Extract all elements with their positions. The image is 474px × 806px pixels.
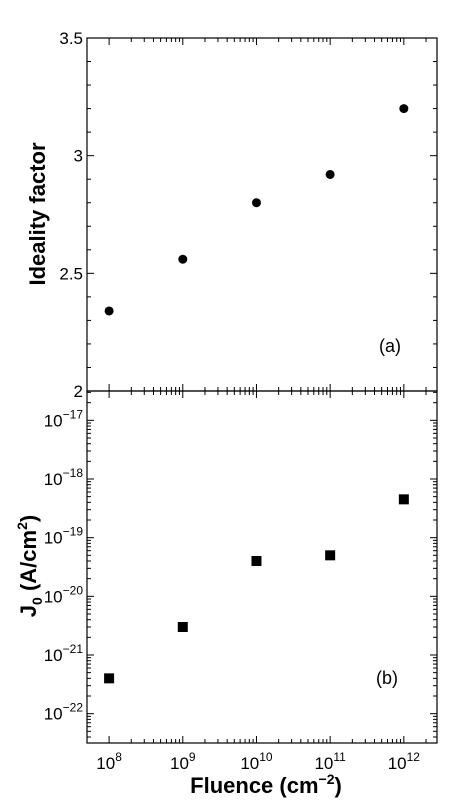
x-tick-labels: 108 109 1010 1011 1012 — [96, 750, 420, 773]
panel-b-frame — [86, 390, 438, 744]
panel-b-ytick-label: 10−19 — [44, 525, 84, 548]
x-axis-title: Fluence (cm−2) — [190, 771, 342, 798]
panel-a-ytick-label: 3.5 — [59, 29, 83, 48]
panel-b-label: (b) — [376, 668, 398, 688]
panel-b-ylabel: J0 (A/cm2) — [14, 515, 45, 617]
panel-b-ytick-label: 10−20 — [44, 583, 84, 606]
panel-b-ylabel-sup: 2 — [14, 522, 30, 530]
panel-b-ticks — [87, 391, 437, 743]
panel-b-ytick-label: 10−22 — [44, 701, 84, 724]
panel-a-ticks — [87, 37, 437, 392]
panel-a-ytick-label: 3 — [74, 147, 83, 166]
x-axis-title-end: ) — [335, 773, 342, 798]
panel-a-point — [178, 254, 188, 264]
panel-b-ytick-label: 10−18 — [44, 466, 84, 489]
x-tick-label: 1011 — [314, 750, 346, 773]
panel-b-point — [398, 494, 409, 505]
panel-b-ylabel-end: ) — [16, 515, 41, 522]
panel-a-points — [104, 104, 409, 316]
x-tick-label: 108 — [96, 750, 122, 773]
panel-a-ytick-label: 2 — [74, 382, 83, 401]
panel-a-ylabel: Ideality factor — [25, 142, 50, 285]
panel-a: 2 2.5 3 3.5 (a) Ideality factor — [25, 29, 438, 401]
panel-a-point — [104, 306, 114, 316]
panel-a-point — [251, 198, 261, 208]
x-tick-label: 1012 — [388, 750, 421, 773]
x-tick-label: 109 — [170, 750, 196, 773]
x-tick-label: 1010 — [240, 750, 273, 773]
panel-a-label: (a) — [379, 336, 401, 356]
panel-b-ytick-label: 10−17 — [44, 407, 84, 430]
panel-b-ylabel-rest: (A/cm — [16, 530, 41, 597]
panel-b-point — [177, 622, 188, 633]
panel-b: 10−17 10−18 10−19 10−20 10−21 10−22 (b) J0 (A… — [14, 390, 438, 744]
panel-a-ytick-label: 2.5 — [59, 264, 83, 283]
panel-b-point — [251, 556, 262, 567]
panel-b-ytick-labels: 10−17 10−18 10−19 10−20 10−21 10−22 — [44, 407, 84, 723]
panel-b-ylabel-main: J — [16, 605, 41, 617]
panel-b-point — [104, 673, 115, 684]
panel-a-point — [399, 104, 409, 114]
panel-b-point — [325, 550, 336, 561]
panel-b-ytick-label: 10−21 — [44, 642, 84, 665]
panel-a-point — [325, 169, 335, 179]
x-axis-title-sup: −2 — [319, 771, 335, 787]
panel-b-ylabel-sub: 0 — [29, 597, 45, 605]
x-axis-title-main: Fluence (cm — [190, 773, 318, 798]
panel-a-ytick-labels: 2 2.5 3 3.5 — [59, 29, 83, 401]
panel-b-points — [104, 494, 409, 684]
